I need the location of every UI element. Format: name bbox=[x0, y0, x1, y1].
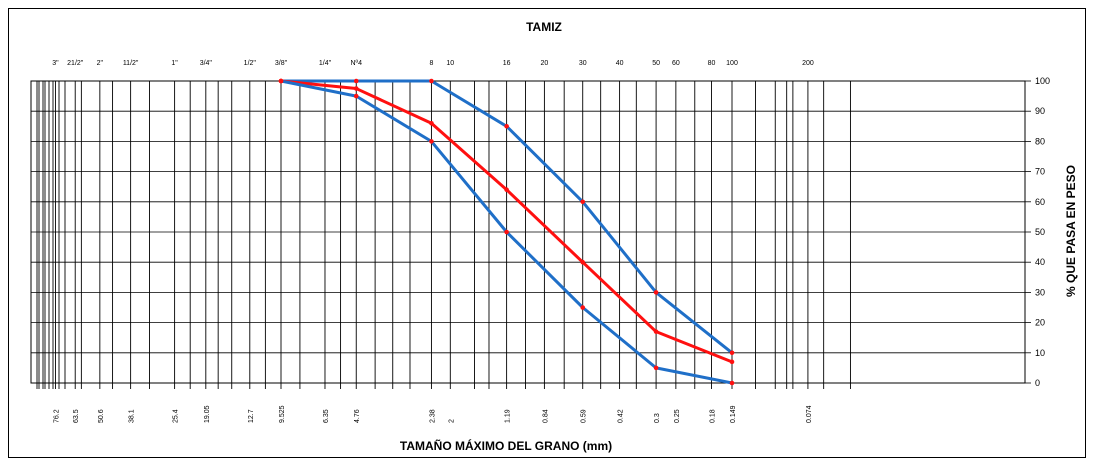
x-axis-label: TAMAÑO MÁXIMO DEL GRANO (mm) bbox=[400, 438, 612, 453]
y-tick-label: 30 bbox=[1035, 287, 1045, 297]
opening-label: 0.84 bbox=[542, 409, 549, 423]
y-tick-label: 50 bbox=[1035, 227, 1045, 237]
opening-label: 76.2 bbox=[53, 409, 60, 423]
opening-label: 50.6 bbox=[98, 409, 105, 423]
data-point bbox=[580, 305, 586, 310]
sieve-label: 2" bbox=[97, 60, 104, 67]
data-point bbox=[504, 187, 509, 193]
y-tick-label: 90 bbox=[1035, 106, 1045, 116]
data-point bbox=[353, 86, 359, 91]
data-point bbox=[504, 229, 509, 235]
data-point bbox=[729, 359, 735, 365]
y-tick-label: 0 bbox=[1035, 378, 1040, 388]
opening-label: 25.4 bbox=[173, 409, 180, 423]
sieve-label: 30 bbox=[579, 60, 587, 67]
sieve-label: Nº4 bbox=[350, 60, 362, 67]
data-point bbox=[353, 93, 359, 99]
data-point bbox=[653, 290, 659, 295]
chart-frame: 0 10 20 30 40 50 60 70 80 90 100 TAMIZ 3" 21/2" 2" 11/2… bbox=[8, 8, 1086, 458]
sieve-label: 60 bbox=[672, 60, 680, 67]
data-point bbox=[353, 78, 359, 84]
y-tick-label: 20 bbox=[1035, 318, 1045, 328]
sieve-label: 3/4" bbox=[200, 60, 213, 67]
y-tick-label: 70 bbox=[1035, 167, 1045, 177]
opening-label: 19.05 bbox=[204, 405, 211, 423]
sieve-label: 11/2" bbox=[123, 60, 139, 67]
y-tick-label: 60 bbox=[1035, 197, 1045, 207]
opening-label: 6.35 bbox=[323, 409, 330, 423]
sieve-label: 20 bbox=[541, 60, 549, 67]
sieve-label: 3" bbox=[52, 60, 59, 67]
sieve-label: 1" bbox=[171, 60, 178, 67]
y-tick-label: 40 bbox=[1035, 257, 1045, 267]
opening-label: 2.38 bbox=[429, 409, 436, 423]
data-point bbox=[429, 120, 434, 126]
sieve-label: 21/2" bbox=[67, 60, 84, 67]
sieve-label: 40 bbox=[616, 60, 624, 67]
sieve-label: 1/4" bbox=[319, 60, 332, 67]
opening-label: 0.18 bbox=[709, 409, 716, 423]
opening-label: 0.42 bbox=[618, 409, 625, 423]
opening-label: 4.76 bbox=[354, 409, 361, 423]
data-point bbox=[504, 124, 509, 129]
data-point bbox=[729, 380, 735, 386]
sieve-label: 1/2" bbox=[244, 60, 257, 67]
opening-label: 0.3 bbox=[654, 413, 661, 423]
data-point bbox=[653, 365, 659, 371]
opening-label: 0.59 bbox=[581, 409, 588, 423]
opening-label: 12.7 bbox=[248, 409, 255, 423]
data-point bbox=[580, 199, 586, 205]
opening-label: 9.525 bbox=[279, 405, 286, 423]
opening-label: 38.1 bbox=[129, 409, 136, 423]
opening-label: 0.25 bbox=[674, 409, 681, 423]
sieve-label: 50 bbox=[652, 60, 660, 67]
data-point bbox=[653, 329, 659, 334]
sieve-label: 100 bbox=[726, 60, 738, 67]
opening-label: 0.074 bbox=[806, 405, 813, 423]
data-point bbox=[729, 350, 735, 356]
data-point bbox=[580, 259, 586, 265]
opening-label: 0.149 bbox=[730, 405, 737, 423]
sieve-label: 200 bbox=[802, 60, 814, 67]
y-tick-label: 10 bbox=[1035, 348, 1045, 358]
y-axis-label: % QUE PASA EN PESO bbox=[1064, 165, 1078, 297]
opening-label: 63.5 bbox=[73, 409, 80, 423]
opening-label: 2 bbox=[448, 419, 455, 423]
sieve-label: 10 bbox=[446, 60, 454, 67]
y-tick-label: 80 bbox=[1035, 136, 1045, 146]
data-point bbox=[429, 78, 434, 84]
sieve-label: 8 bbox=[429, 60, 433, 67]
chart-title: TAMIZ bbox=[526, 20, 562, 34]
data-point bbox=[278, 78, 284, 84]
sieve-label: 80 bbox=[708, 60, 716, 67]
opening-label: 1.19 bbox=[505, 409, 512, 423]
y-tick-label: 100 bbox=[1035, 76, 1050, 86]
sieve-label: 16 bbox=[503, 60, 511, 67]
sieve-label: 3/8" bbox=[275, 60, 288, 67]
data-point bbox=[429, 139, 434, 144]
